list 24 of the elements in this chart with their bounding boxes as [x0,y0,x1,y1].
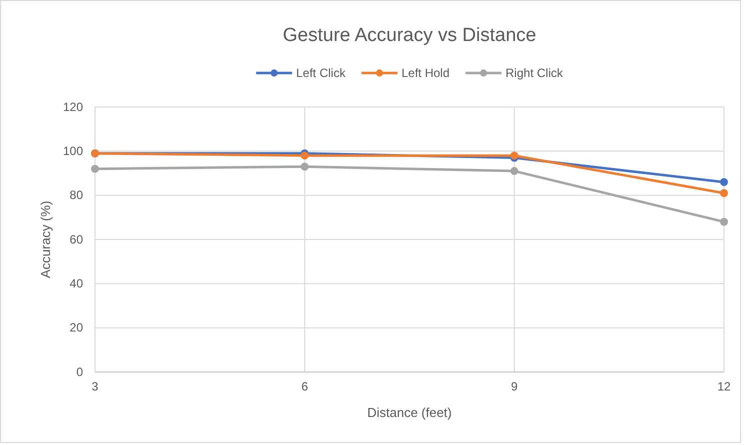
y-tick-label: 60 [70,232,84,246]
point [720,189,728,198]
x-tick-label: 9 [510,380,518,394]
point [300,152,309,160]
point [720,218,728,226]
y-tick-label: 0 [76,364,84,379]
x-axis-title: Distance (feet) [367,405,452,420]
x-tick-label: 3 [92,380,99,394]
x-tick-label: 6 [301,380,308,394]
point [300,162,309,171]
legend-label: Right Click [506,66,564,80]
x-tick-label: 12 [717,380,731,394]
legend-label: Left Hold [401,66,450,80]
point [510,167,518,176]
point [91,164,99,173]
chart-title: Gesture Accuracy vs Distance [282,25,536,46]
y-axis-title: Accuracy (%) [38,200,53,278]
y-tick-label: 100 [62,144,84,158]
y-tick-label: 120 [62,100,84,114]
y-tick-label: 80 [70,188,84,202]
point [720,178,728,186]
legend-label: Left Click [296,66,346,80]
y-tick-label: 20 [70,320,84,335]
y-tick-label: 40 [70,276,84,291]
